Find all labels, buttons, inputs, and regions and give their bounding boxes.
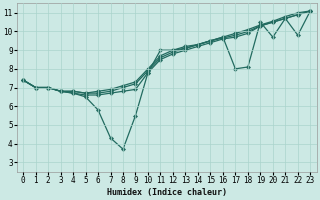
X-axis label: Humidex (Indice chaleur): Humidex (Indice chaleur) xyxy=(107,188,227,197)
